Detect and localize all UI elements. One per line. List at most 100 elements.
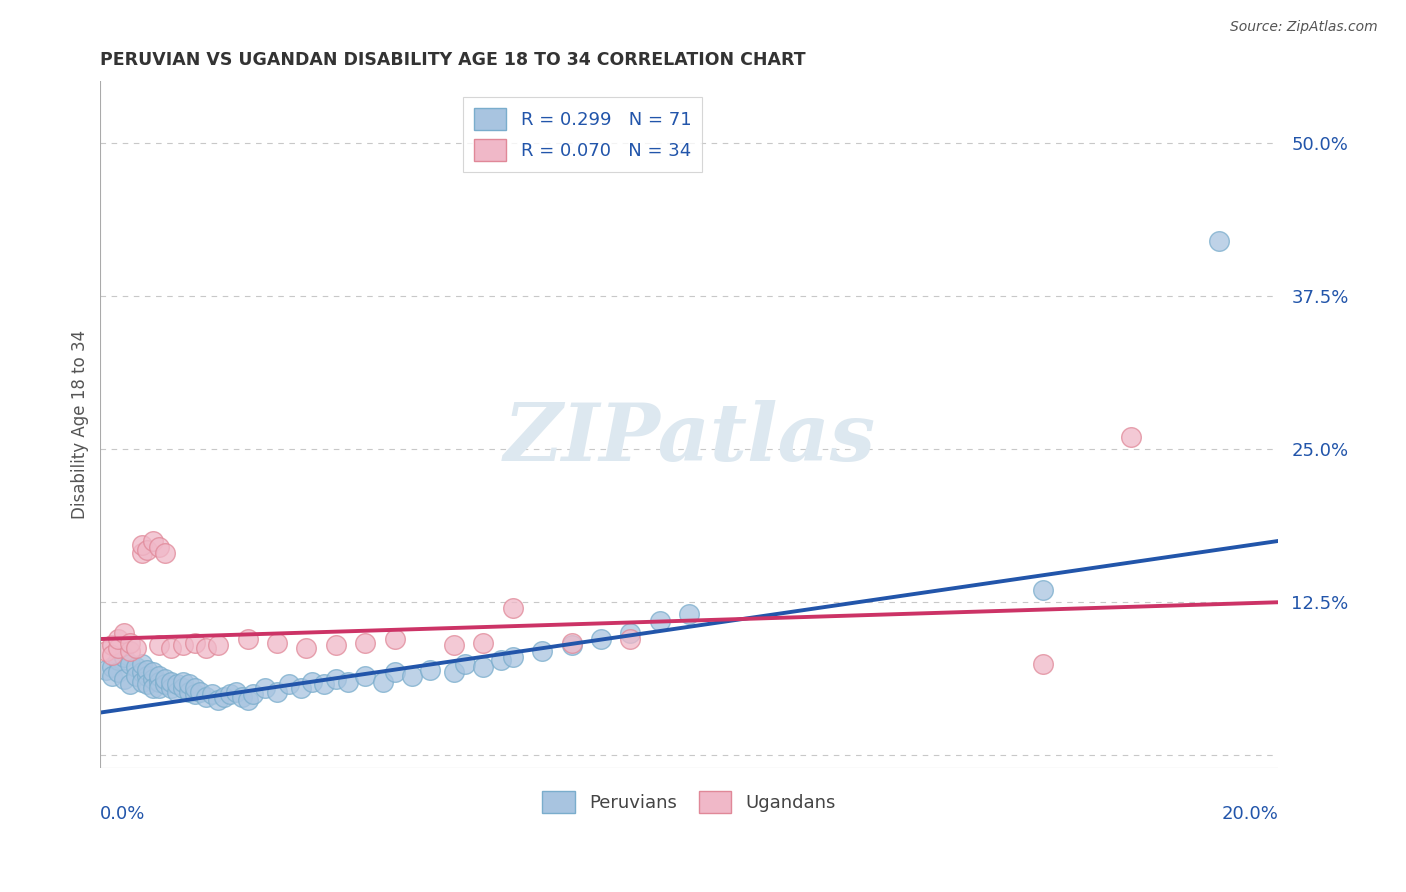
Text: PERUVIAN VS UGANDAN DISABILITY AGE 18 TO 34 CORRELATION CHART: PERUVIAN VS UGANDAN DISABILITY AGE 18 TO… (100, 51, 806, 69)
Point (166, 684, 188, 698)
Point (314, 677, 336, 691)
Point (443, 665, 465, 679)
Point (125, 669, 148, 683)
Point (112, 626, 135, 640)
Point (160, 674, 183, 689)
Point (231, 690, 253, 704)
Point (254, 681, 277, 695)
Point (589, 632, 612, 646)
Point (160, 681, 183, 695)
Point (172, 674, 194, 689)
Point (195, 640, 218, 655)
Point (236, 693, 259, 707)
Point (384, 632, 406, 646)
Point (142, 673, 165, 687)
Point (131, 674, 153, 689)
Point (648, 614, 671, 628)
Point (354, 636, 377, 650)
Point (502, 650, 524, 665)
Point (560, 636, 582, 650)
Text: 0.0%: 0.0% (100, 805, 146, 823)
Point (325, 638, 347, 652)
Point (236, 632, 259, 646)
Point (207, 693, 229, 707)
Point (118, 657, 141, 671)
Point (160, 640, 183, 655)
Point (142, 665, 165, 679)
Text: ZIPatlas: ZIPatlas (503, 400, 876, 477)
Point (619, 632, 641, 646)
Point (136, 669, 159, 683)
Point (1208, 234, 1230, 248)
Point (336, 674, 359, 689)
Point (472, 636, 495, 650)
Point (131, 657, 153, 671)
Point (183, 687, 205, 701)
Point (183, 636, 205, 650)
Point (371, 674, 394, 689)
Point (142, 681, 165, 695)
Point (195, 690, 218, 704)
Point (472, 660, 495, 674)
Point (419, 663, 441, 677)
Point (172, 681, 194, 695)
Point (1032, 657, 1054, 671)
Point (142, 533, 165, 548)
Point (136, 542, 159, 557)
Point (118, 636, 141, 650)
Point (131, 538, 153, 552)
Point (101, 660, 124, 674)
Point (148, 681, 170, 695)
Point (107, 665, 129, 679)
Point (454, 657, 477, 671)
Point (1032, 582, 1054, 597)
Point (401, 669, 423, 683)
Point (678, 607, 700, 622)
Point (295, 640, 318, 655)
Point (201, 687, 224, 701)
Point (101, 648, 124, 662)
Point (148, 674, 170, 689)
Point (212, 690, 235, 704)
Text: Source: ZipAtlas.com: Source: ZipAtlas.com (1230, 20, 1378, 34)
Point (443, 638, 465, 652)
Point (136, 663, 159, 677)
Point (136, 677, 159, 691)
Point (619, 626, 641, 640)
Point (266, 684, 288, 698)
Point (125, 640, 148, 655)
Point (266, 636, 288, 650)
Point (560, 638, 582, 652)
Point (190, 684, 212, 698)
Point (277, 677, 299, 691)
Point (183, 681, 205, 695)
Point (172, 638, 194, 652)
Point (112, 673, 135, 687)
Text: 20.0%: 20.0% (1222, 805, 1278, 823)
Point (301, 674, 323, 689)
Point (101, 669, 124, 683)
Point (153, 677, 176, 691)
Point (118, 644, 141, 658)
Point (384, 665, 406, 679)
Point (177, 684, 200, 698)
Point (96, 644, 118, 658)
Point (101, 638, 124, 652)
Legend: Peruvians, Ugandans: Peruvians, Ugandans (536, 784, 844, 821)
Point (225, 684, 247, 698)
Point (107, 632, 129, 646)
Point (502, 601, 524, 615)
Point (153, 673, 176, 687)
Point (177, 677, 200, 691)
Point (242, 687, 264, 701)
Point (219, 687, 242, 701)
Point (531, 644, 554, 658)
Point (118, 677, 141, 691)
Point (207, 638, 229, 652)
Point (489, 653, 512, 667)
Point (107, 640, 129, 655)
Point (148, 638, 170, 652)
Y-axis label: Disability Age 18 to 34: Disability Age 18 to 34 (72, 330, 89, 519)
Point (131, 546, 153, 560)
Point (153, 546, 176, 560)
